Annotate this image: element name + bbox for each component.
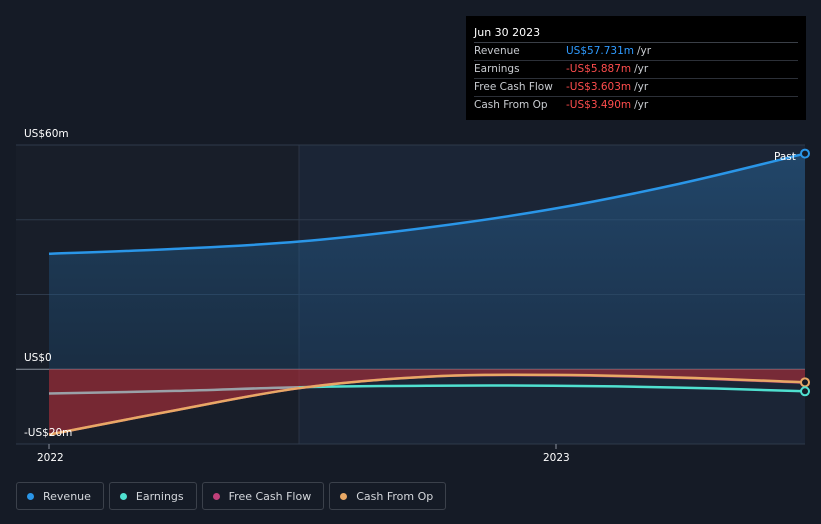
- y-tick-label: -US$20m: [24, 427, 72, 439]
- tooltip-row-cash-from-op: Cash From Op -US$3.490m /yr: [474, 97, 798, 114]
- legend-dot-icon: [340, 492, 348, 500]
- legend: Revenue Earnings Free Cash Flow Cash Fro…: [16, 482, 451, 512]
- revenue-area: [49, 153, 805, 370]
- x-tick-label: 2023: [543, 452, 570, 464]
- legend-label: Cash From Op: [356, 489, 434, 503]
- earnings-line: [299, 384, 806, 393]
- tooltip-unit: /yr: [634, 63, 649, 75]
- tooltip-label: Cash From Op: [474, 99, 548, 111]
- loss-area-shade: [49, 369, 805, 435]
- tooltip-value: -US$3.490m: [566, 99, 632, 111]
- tooltip-unit: /yr: [634, 81, 649, 93]
- legend-item-revenue[interactable]: Revenue: [16, 482, 104, 510]
- legend-item-cash-from-op[interactable]: Cash From Op: [329, 482, 447, 510]
- earnings-line-past: [48, 385, 299, 395]
- tooltip-row-revenue: Revenue US$57.731m /yr: [474, 43, 798, 61]
- legend-dot-icon: [212, 492, 220, 500]
- tooltip-label: Free Cash Flow: [474, 81, 553, 93]
- cash-from-op-end-dot: [800, 377, 810, 388]
- y-tick-label: US$0: [24, 352, 52, 364]
- legend-label: Earnings: [135, 489, 184, 503]
- tooltip-value: US$57.731m: [566, 45, 634, 57]
- legend-item-earnings[interactable]: Earnings: [108, 482, 197, 510]
- legend-label: Free Cash Flow: [228, 489, 312, 503]
- legend-dot-icon: [119, 492, 127, 500]
- revenue-line: [48, 152, 806, 256]
- legend-item-free-cash-flow[interactable]: Free Cash Flow: [201, 482, 325, 510]
- tooltip-row-earnings: Earnings -US$5.887m /yr: [474, 61, 798, 79]
- tooltip: Jun 30 2023 Revenue US$57.731m /yr Earni…: [466, 16, 806, 120]
- tooltip-unit: /yr: [637, 45, 652, 57]
- past-label: Past: [774, 151, 796, 163]
- tooltip-label: Revenue: [474, 45, 520, 57]
- legend-dot-icon: [27, 492, 34, 500]
- legend-label: Revenue: [43, 489, 91, 503]
- earnings-end-dot: [800, 386, 810, 397]
- revenue-end-dot: [800, 148, 810, 159]
- tooltip-value: -US$5.887m: [566, 63, 632, 75]
- tooltip-value: -US$3.603m: [566, 81, 632, 93]
- y-tick-label: US$60m: [24, 128, 69, 140]
- tooltip-unit: /yr: [634, 99, 649, 111]
- loss-area: [49, 369, 805, 435]
- tooltip-label: Earnings: [474, 63, 520, 75]
- tooltip-date: Jun 30 2023: [474, 24, 798, 43]
- tooltip-row-free-cash-flow: Free Cash Flow -US$3.603m /yr: [474, 79, 798, 97]
- cash-from-op-line: [48, 373, 806, 436]
- x-tick-label: 2022: [37, 452, 64, 464]
